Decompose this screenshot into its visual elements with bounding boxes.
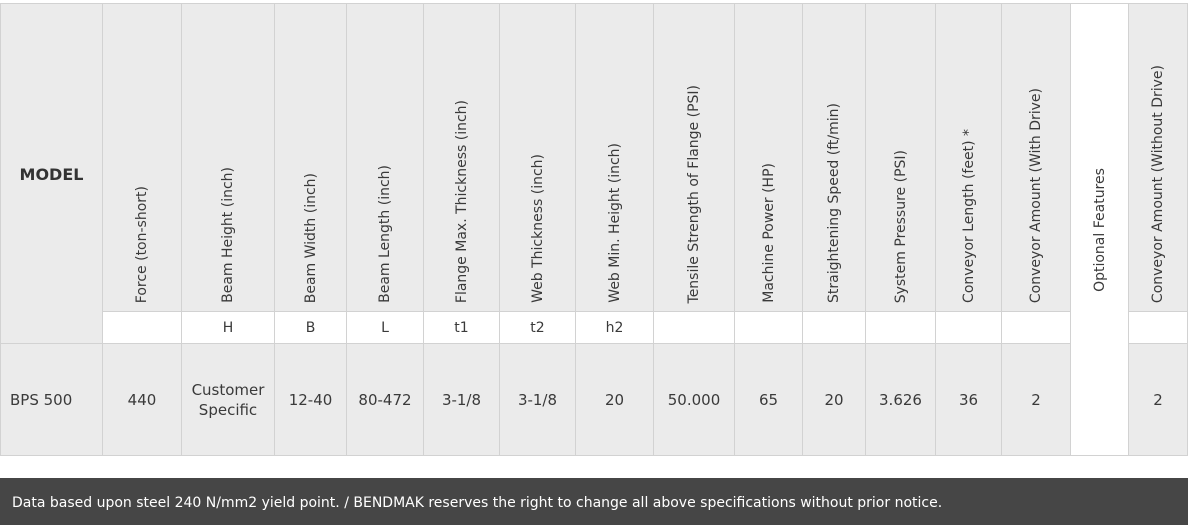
- model-value: BPS 500: [10, 390, 73, 409]
- value-conveyor-length: 36: [936, 344, 1002, 456]
- value-system-pressure-text: 3.626: [879, 390, 922, 409]
- header-machine-power-label: Machine Power (HP): [760, 163, 777, 303]
- symbol-conveyor-length: [936, 312, 1002, 344]
- symbol-beam-height-label: H: [222, 320, 234, 336]
- footer-note: Data based upon steel 240 N/mm2 yield po…: [12, 495, 943, 511]
- header-beam-length: Beam Length (inch): [347, 3, 424, 312]
- header-beam-height-label: Beam Height (inch): [220, 167, 236, 303]
- header-beam-length-label: Beam Length (inch): [377, 165, 393, 303]
- symbol-beam-length: L: [347, 312, 424, 344]
- model-header-cell: MODEL: [0, 3, 103, 344]
- header-web-thickness-label: Web Thickness (inch): [529, 154, 546, 303]
- value-force: 440: [103, 344, 182, 456]
- header-web-thickness: Web Thickness (inch): [500, 3, 576, 312]
- value-conveyor-length-text: 36: [958, 390, 979, 409]
- symbol-conveyor-with-drive: [1002, 312, 1071, 344]
- header-optional-features-label: Optional Features: [1091, 167, 1108, 292]
- symbol-beam-width: B: [275, 312, 347, 344]
- header-conveyor-length: Conveyor Length (feet) *: [936, 3, 1002, 312]
- header-tensile-strength-label: Tensile Strength of Flange (PSI): [686, 84, 702, 303]
- header-tensile-strength: Tensile Strength of Flange (PSI): [654, 3, 735, 312]
- value-beam-height-text: Customer Specific: [182, 380, 274, 420]
- symbol-system-pressure: [866, 312, 936, 344]
- value-straightening-speed-text: 20: [824, 390, 844, 409]
- symbol-beam-width-label: B: [305, 320, 316, 336]
- value-machine-power-text: 65: [758, 390, 779, 409]
- value-flange-thickness: 3-1/8: [424, 344, 500, 456]
- symbol-beam-length-label: L: [381, 320, 389, 336]
- header-beam-height: Beam Height (inch): [182, 3, 275, 312]
- value-web-min-height-text: 20: [604, 390, 625, 409]
- header-beam-width: Beam Width (inch): [275, 3, 347, 312]
- footer-bar: Data based upon steel 240 N/mm2 yield po…: [0, 478, 1188, 525]
- header-system-pressure: System Pressure (PSI): [866, 3, 936, 312]
- header-straightening-speed-label: Straightening Speed (ft/min): [826, 103, 842, 303]
- header-web-min-height-label: Web Min. Height (inch): [606, 143, 623, 303]
- symbol-beam-height: H: [182, 312, 275, 344]
- value-beam-height-line1: Customer: [191, 380, 265, 399]
- header-optional-features: Optional Features: [1071, 3, 1129, 456]
- header-flange-thickness-label: Flange Max. Thickness (inch): [453, 99, 470, 303]
- value-conveyor-with-drive: 2: [1002, 344, 1071, 456]
- symbol-tensile-strength: [654, 312, 735, 344]
- value-conveyor-without-drive-text: 2: [1153, 390, 1163, 409]
- model-header: MODEL: [19, 165, 84, 184]
- value-force-text: 440: [127, 390, 157, 409]
- symbol-web-min-height: h2: [576, 312, 654, 344]
- header-force: Force (ton-short): [103, 3, 182, 312]
- value-beam-width-text: 12-40: [288, 390, 333, 409]
- value-beam-height: Customer Specific: [182, 344, 275, 456]
- header-machine-power: Machine Power (HP): [735, 3, 803, 312]
- value-beam-length: 80-472: [347, 344, 424, 456]
- header-force-label: Force (ton-short): [134, 185, 150, 303]
- symbol-web-thickness-label: t2: [530, 320, 545, 336]
- symbol-flange-thickness-label: t1: [454, 320, 469, 336]
- symbol-conveyor-without-drive: [1129, 312, 1188, 344]
- value-beam-length-text: 80-472: [358, 390, 412, 409]
- symbol-machine-power: [735, 312, 803, 344]
- value-flange-thickness-text: 3-1/8: [441, 390, 482, 409]
- header-conveyor-with-drive: Conveyor Amount (With Drive): [1002, 3, 1071, 312]
- value-straightening-speed: 20: [803, 344, 866, 456]
- value-beam-width: 12-40: [275, 344, 347, 456]
- header-web-min-height: Web Min. Height (inch): [576, 3, 654, 312]
- header-conveyor-without-drive-label: Conveyor Amount (Without Drive): [1150, 64, 1166, 303]
- header-conveyor-without-drive: Conveyor Amount (Without Drive): [1129, 3, 1188, 312]
- value-machine-power: 65: [735, 344, 803, 456]
- value-conveyor-with-drive-text: 2: [1031, 390, 1041, 409]
- model-value-cell: BPS 500: [0, 344, 103, 456]
- value-system-pressure: 3.626: [866, 344, 936, 456]
- header-straightening-speed: Straightening Speed (ft/min): [803, 3, 866, 312]
- header-conveyor-length-label: Conveyor Length (feet) *: [960, 129, 977, 303]
- header-conveyor-with-drive-label: Conveyor Amount (With Drive): [1028, 87, 1044, 303]
- value-tensile-strength-text: 50.000: [667, 390, 721, 409]
- value-conveyor-without-drive: 2: [1129, 344, 1188, 456]
- value-tensile-strength: 50.000: [654, 344, 735, 456]
- value-beam-height-line2: Specific: [198, 400, 258, 419]
- symbol-straightening-speed: [803, 312, 866, 344]
- header-system-pressure-label: System Pressure (PSI): [892, 149, 909, 303]
- symbol-web-thickness: t2: [500, 312, 576, 344]
- header-beam-width-label: Beam Width (inch): [302, 172, 319, 303]
- symbol-force: [103, 312, 182, 344]
- value-web-thickness: 3-1/8: [500, 344, 576, 456]
- symbol-flange-thickness: t1: [424, 312, 500, 344]
- symbol-web-min-height-label: h2: [605, 320, 624, 336]
- value-web-thickness-text: 3-1/8: [517, 390, 558, 409]
- value-web-min-height: 20: [576, 344, 654, 456]
- header-flange-thickness: Flange Max. Thickness (inch): [424, 3, 500, 312]
